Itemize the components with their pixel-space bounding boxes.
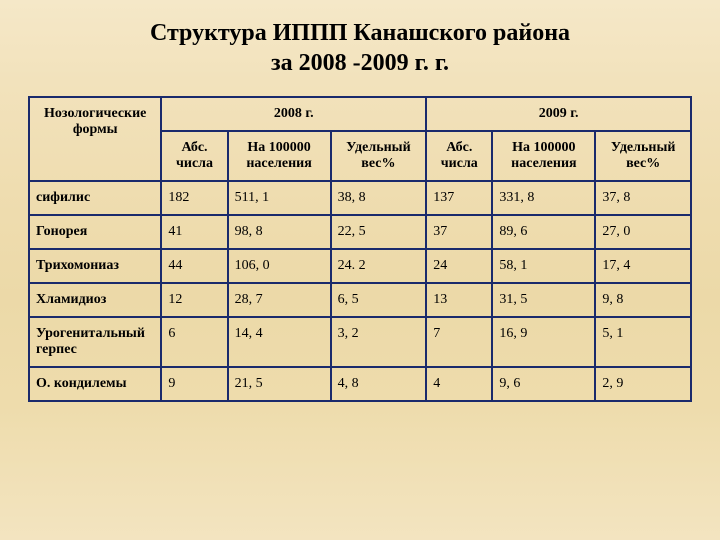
cell: 89, 6 xyxy=(492,215,595,249)
cell: 16, 9 xyxy=(492,317,595,367)
cell: 44 xyxy=(161,249,227,283)
col-pct-08: Удельный вес% xyxy=(331,131,427,181)
col-abs-08: Абс. числа xyxy=(161,131,227,181)
table-row: Гонорея 41 98, 8 22, 5 37 89, 6 27, 0 xyxy=(29,215,691,249)
table-header-row-1: Нозологические формы 2008 г. 2009 г. xyxy=(29,97,691,131)
table-row: Хламидиоз 12 28, 7 6, 5 13 31, 5 9, 8 xyxy=(29,283,691,317)
table-row: О. кондилемы 9 21, 5 4, 8 4 9, 6 2, 9 xyxy=(29,367,691,401)
cell: 6, 5 xyxy=(331,283,427,317)
cell: 6 xyxy=(161,317,227,367)
cell: 38, 8 xyxy=(331,181,427,215)
cell: 4, 8 xyxy=(331,367,427,401)
cell: 17, 4 xyxy=(595,249,691,283)
cell: 37, 8 xyxy=(595,181,691,215)
row-name: О. кондилемы xyxy=(29,367,161,401)
cell: 21, 5 xyxy=(228,367,331,401)
cell: 37 xyxy=(426,215,492,249)
col-forms: Нозологические формы xyxy=(29,97,161,181)
col-2009: 2009 г. xyxy=(426,97,691,131)
cell: 14, 4 xyxy=(228,317,331,367)
cell: 31, 5 xyxy=(492,283,595,317)
row-name: Хламидиоз xyxy=(29,283,161,317)
cell: 9, 6 xyxy=(492,367,595,401)
slide: Структура ИППП Канашского района за 2008… xyxy=(0,0,720,540)
cell: 13 xyxy=(426,283,492,317)
table-body: сифилис 182 511, 1 38, 8 137 331, 8 37, … xyxy=(29,181,691,401)
cell: 106, 0 xyxy=(228,249,331,283)
cell: 9 xyxy=(161,367,227,401)
col-2008: 2008 г. xyxy=(161,97,426,131)
cell: 511, 1 xyxy=(228,181,331,215)
table-row: Урогенитальный герпес 6 14, 4 3, 2 7 16,… xyxy=(29,317,691,367)
cell: 7 xyxy=(426,317,492,367)
cell: 24 xyxy=(426,249,492,283)
title-line-2: за 2008 -2009 г. г. xyxy=(271,50,449,76)
row-name: Урогенитальный герпес xyxy=(29,317,161,367)
data-table: Нозологические формы 2008 г. 2009 г. Абс… xyxy=(28,96,692,402)
col-pop-09: На 100000 населения xyxy=(492,131,595,181)
cell: 331, 8 xyxy=(492,181,595,215)
cell: 58, 1 xyxy=(492,249,595,283)
col-abs-09: Абс. числа xyxy=(426,131,492,181)
row-name: сифилис xyxy=(29,181,161,215)
cell: 24. 2 xyxy=(331,249,427,283)
slide-title: Структура ИППП Канашского района за 2008… xyxy=(28,18,692,78)
table-row: сифилис 182 511, 1 38, 8 137 331, 8 37, … xyxy=(29,181,691,215)
cell: 4 xyxy=(426,367,492,401)
cell: 41 xyxy=(161,215,227,249)
cell: 182 xyxy=(161,181,227,215)
cell: 28, 7 xyxy=(228,283,331,317)
cell: 27, 0 xyxy=(595,215,691,249)
row-name: Гонорея xyxy=(29,215,161,249)
title-line-1: Структура ИППП Канашского района xyxy=(150,20,570,46)
col-pct-09: Удельный вес% xyxy=(595,131,691,181)
cell: 12 xyxy=(161,283,227,317)
cell: 22, 5 xyxy=(331,215,427,249)
row-name: Трихомониаз xyxy=(29,249,161,283)
table-row: Трихомониаз 44 106, 0 24. 2 24 58, 1 17,… xyxy=(29,249,691,283)
cell: 5, 1 xyxy=(595,317,691,367)
cell: 3, 2 xyxy=(331,317,427,367)
col-pop-08: На 100000 населения xyxy=(228,131,331,181)
cell: 9, 8 xyxy=(595,283,691,317)
cell: 2, 9 xyxy=(595,367,691,401)
cell: 137 xyxy=(426,181,492,215)
cell: 98, 8 xyxy=(228,215,331,249)
